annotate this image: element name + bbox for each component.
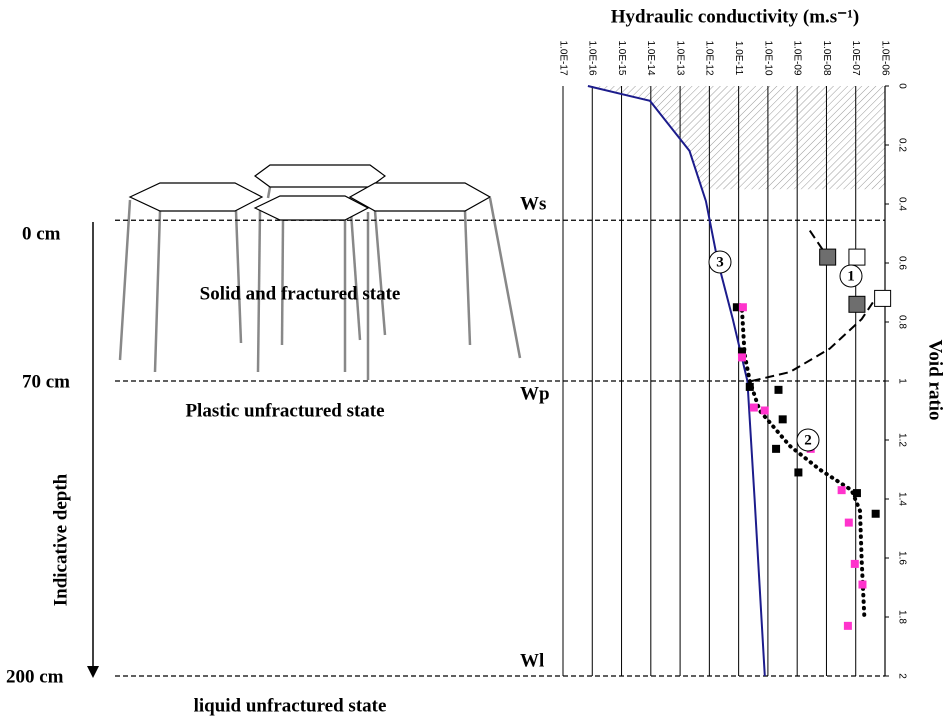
marker <box>794 468 803 477</box>
marker <box>858 580 867 589</box>
marker <box>745 382 754 391</box>
x-tick-label: 1.0E-08 <box>821 40 832 75</box>
marker <box>837 486 846 495</box>
marker <box>848 295 866 313</box>
x-tick-label: 1.0E-14 <box>645 40 656 75</box>
marker <box>778 415 787 424</box>
x-tick-label: 1.0E-12 <box>704 40 715 75</box>
marker <box>852 489 861 498</box>
marker <box>874 289 892 307</box>
y-tick-label: 0.6 <box>896 256 907 270</box>
state-label: Solid and fractured state <box>200 283 401 304</box>
depth-label: Indicative depth <box>50 473 71 606</box>
curve-label: 2 <box>804 432 812 448</box>
marker <box>844 518 853 527</box>
marker <box>871 509 880 518</box>
limit-label: Ws <box>520 194 546 215</box>
x-tick-label: 1.0E-06 <box>879 40 890 75</box>
state-label: Plastic unfractured state <box>185 400 384 421</box>
curve-labels: 3 2 1 <box>708 250 863 452</box>
depth-tick-label: 70 cm <box>22 371 70 392</box>
y-tick-label: 1.2 <box>896 433 907 447</box>
marker <box>749 403 758 412</box>
label-circle <box>708 250 732 274</box>
marker <box>732 303 741 312</box>
depth-tick-label: 0 cm <box>22 224 61 245</box>
marker <box>737 347 746 356</box>
x-tick-label: 1.0E-13 <box>674 40 685 75</box>
marker <box>848 248 866 266</box>
y-axis-label: Void ratio <box>925 339 946 420</box>
y-tick-label: 0 <box>896 83 907 89</box>
y-tick-label: 1 <box>896 378 907 384</box>
x-tick-label: 1.0E-17 <box>557 40 568 75</box>
marker <box>850 559 859 568</box>
marker <box>774 385 783 394</box>
depth-arrow-head <box>87 666 99 678</box>
x-tick-label: 1.0E-09 <box>792 40 803 75</box>
label-circle <box>839 264 863 288</box>
y-tick-label: 0.8 <box>896 315 907 329</box>
series-line <box>751 230 879 382</box>
x-tick-label: 1.0E-11 <box>733 41 744 76</box>
marker <box>772 444 781 453</box>
shaded-zone <box>587 86 885 190</box>
marker <box>760 406 769 415</box>
y-tick-label: 2 <box>896 673 907 679</box>
y-tick-label: 1.4 <box>896 492 907 506</box>
marker <box>843 621 852 630</box>
depth-tick-label: 200 cm <box>6 666 64 687</box>
marker <box>737 353 746 362</box>
y-tick-label: 1.8 <box>896 610 907 624</box>
chart-title: Hydraulic conductivity (m.s⁻¹) <box>611 6 859 27</box>
curve-label: 3 <box>716 254 724 270</box>
limit-label: Wp <box>520 383 550 404</box>
label-circle <box>796 428 820 452</box>
state-label: liquid unfractured state <box>194 695 387 716</box>
marker <box>819 248 837 266</box>
marker <box>738 303 747 312</box>
x-tick-label: 1.0E-07 <box>850 40 861 75</box>
y-tick-label: 1.6 <box>896 551 907 565</box>
limit-label: Wl <box>520 650 544 671</box>
soil-columns <box>118 164 522 380</box>
x-tick-label: 1.0E-10 <box>762 40 773 75</box>
series-line <box>740 308 867 622</box>
y-tick-label: 0.4 <box>896 197 907 211</box>
curve-label: 1 <box>847 268 855 284</box>
x-tick-label: 1.0E-16 <box>587 40 598 75</box>
y-tick-label: 0.2 <box>896 138 907 152</box>
x-tick-label: 1.0E-15 <box>616 40 627 75</box>
